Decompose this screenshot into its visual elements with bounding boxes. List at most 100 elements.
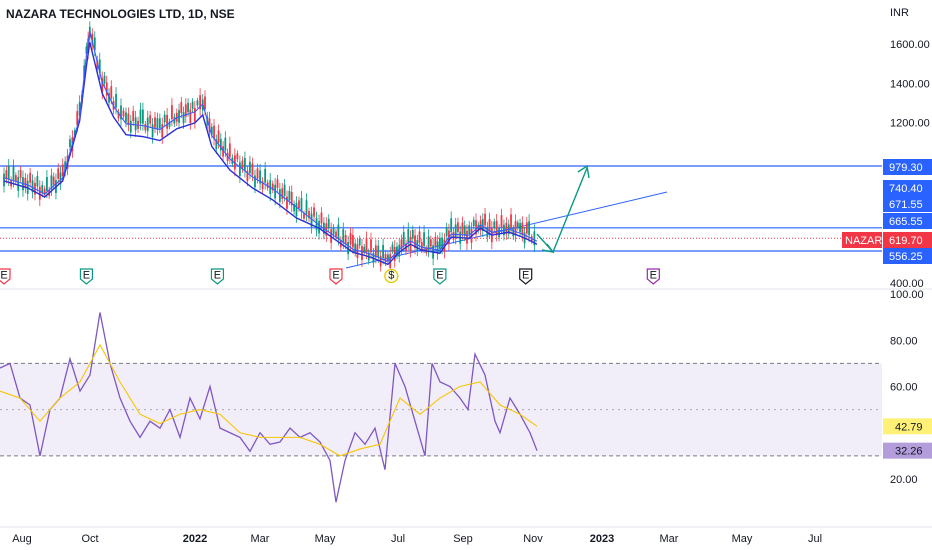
candle-body — [416, 240, 419, 251]
earnings-marker[interactable] — [519, 268, 533, 285]
price-axis-tag[interactable] — [883, 196, 932, 212]
arrow-head-down — [541, 243, 555, 254]
candle-body — [41, 185, 44, 194]
candle-body — [337, 224, 340, 239]
candle-body — [461, 222, 464, 234]
candle-body — [210, 126, 213, 135]
candle-body — [332, 227, 335, 235]
candle-body — [300, 198, 303, 212]
earnings-marker[interactable] — [433, 268, 447, 285]
rsi-value-tag-label: 32.26 — [895, 446, 923, 458]
price-axis-tag[interactable] — [883, 248, 932, 264]
candle-body — [213, 125, 215, 139]
projection-arrow[interactable] — [536, 167, 588, 254]
candle-body — [161, 124, 164, 138]
rsi-pane[interactable]: 100.00 80.00 60.00 20.00 32.26 42.79 — [0, 289, 932, 503]
marker-label: E — [650, 270, 657, 282]
candle-body — [370, 239, 372, 253]
candle-body — [178, 110, 180, 123]
price-axis-tag[interactable] — [883, 180, 932, 196]
candle-body — [149, 115, 152, 124]
candle-body — [193, 107, 196, 122]
candle-body — [24, 177, 27, 188]
candle-body — [115, 93, 117, 108]
price-axis-tag[interactable] — [883, 213, 932, 229]
candle-body — [166, 114, 168, 129]
candle-body — [335, 231, 337, 237]
candle-body — [308, 211, 310, 219]
earnings-marker[interactable] — [0, 268, 11, 285]
candle-body — [249, 161, 251, 174]
candle-body — [320, 212, 323, 224]
candle-body — [318, 220, 320, 234]
candle-body — [500, 215, 503, 228]
candle-body — [246, 170, 249, 182]
candle-body — [389, 253, 392, 268]
candle-body — [76, 111, 79, 126]
earnings-marker[interactable] — [646, 268, 660, 285]
candle-body — [468, 225, 471, 235]
candle-body — [125, 112, 127, 123]
symbol-tag-label: NAZARA — [845, 235, 890, 247]
rsi-tick-label: 20.00 — [890, 474, 918, 486]
candle-body — [93, 37, 96, 51]
candle-body — [278, 189, 281, 202]
time-tick-label: 2023 — [590, 533, 614, 545]
candle-body — [222, 146, 224, 157]
candle-body — [493, 221, 496, 228]
candle-body — [31, 180, 34, 193]
candle-body — [261, 181, 264, 190]
candle-body — [238, 162, 241, 177]
candle-body — [108, 93, 110, 103]
price-pane[interactable]: INR 1600.00 1400.00 1200.00 400.00 E E E E $ E E E 97… — [0, 7, 932, 290]
candle-body — [204, 96, 206, 110]
candle-body — [505, 222, 508, 235]
candle-body — [241, 160, 244, 169]
rsi-value-tag[interactable] — [883, 442, 932, 459]
time-tick-label: Nov — [523, 533, 543, 545]
candle-body — [43, 188, 46, 195]
price-axis-tag-label: 619.70 — [889, 235, 923, 247]
candle-body — [158, 118, 161, 129]
time-tick-label: Oct — [81, 533, 98, 545]
candle-body — [215, 139, 218, 150]
candle-body — [510, 214, 512, 228]
price-axis-tag-label: 665.55 — [889, 216, 923, 228]
candle-body — [52, 176, 55, 185]
time-tick-label: Sep — [453, 533, 473, 545]
candle-body — [354, 243, 357, 253]
candle-body — [288, 190, 291, 201]
marker-label: E — [332, 270, 339, 282]
dividend-marker[interactable] — [384, 268, 399, 284]
candle-body — [420, 242, 423, 250]
candle-body — [19, 169, 22, 178]
earnings-marker[interactable] — [79, 268, 94, 285]
candle-body — [12, 166, 15, 181]
marker-label: E — [83, 270, 90, 282]
candle-body — [411, 229, 414, 239]
candle-body — [163, 114, 166, 123]
price-axis-tag[interactable] — [883, 232, 932, 248]
rsi-tick-label: 60.00 — [890, 382, 918, 394]
candle-body — [64, 161, 67, 172]
time-axis[interactable]: Aug Oct 2022 Mar May Jul Sep Nov 2023 Mar May Jul — [0, 526, 932, 545]
candle-body — [233, 155, 236, 170]
candle-body — [180, 102, 183, 113]
rsi-value-tag[interactable] — [883, 418, 932, 435]
price-axis-tag[interactable] — [883, 159, 932, 175]
earnings-marker[interactable] — [210, 268, 225, 285]
candle-body — [423, 232, 425, 247]
candle-body — [452, 232, 455, 240]
candle-body — [78, 102, 81, 116]
candle-body — [484, 213, 486, 226]
candle-body — [342, 229, 345, 243]
candle-body — [141, 109, 144, 124]
candle-body — [57, 168, 60, 179]
candle-body — [110, 86, 113, 99]
earnings-marker[interactable] — [329, 268, 343, 285]
candle-body — [271, 183, 274, 191]
candle-body — [387, 254, 389, 261]
candle-body — [434, 236, 437, 247]
candle-body — [377, 245, 380, 258]
